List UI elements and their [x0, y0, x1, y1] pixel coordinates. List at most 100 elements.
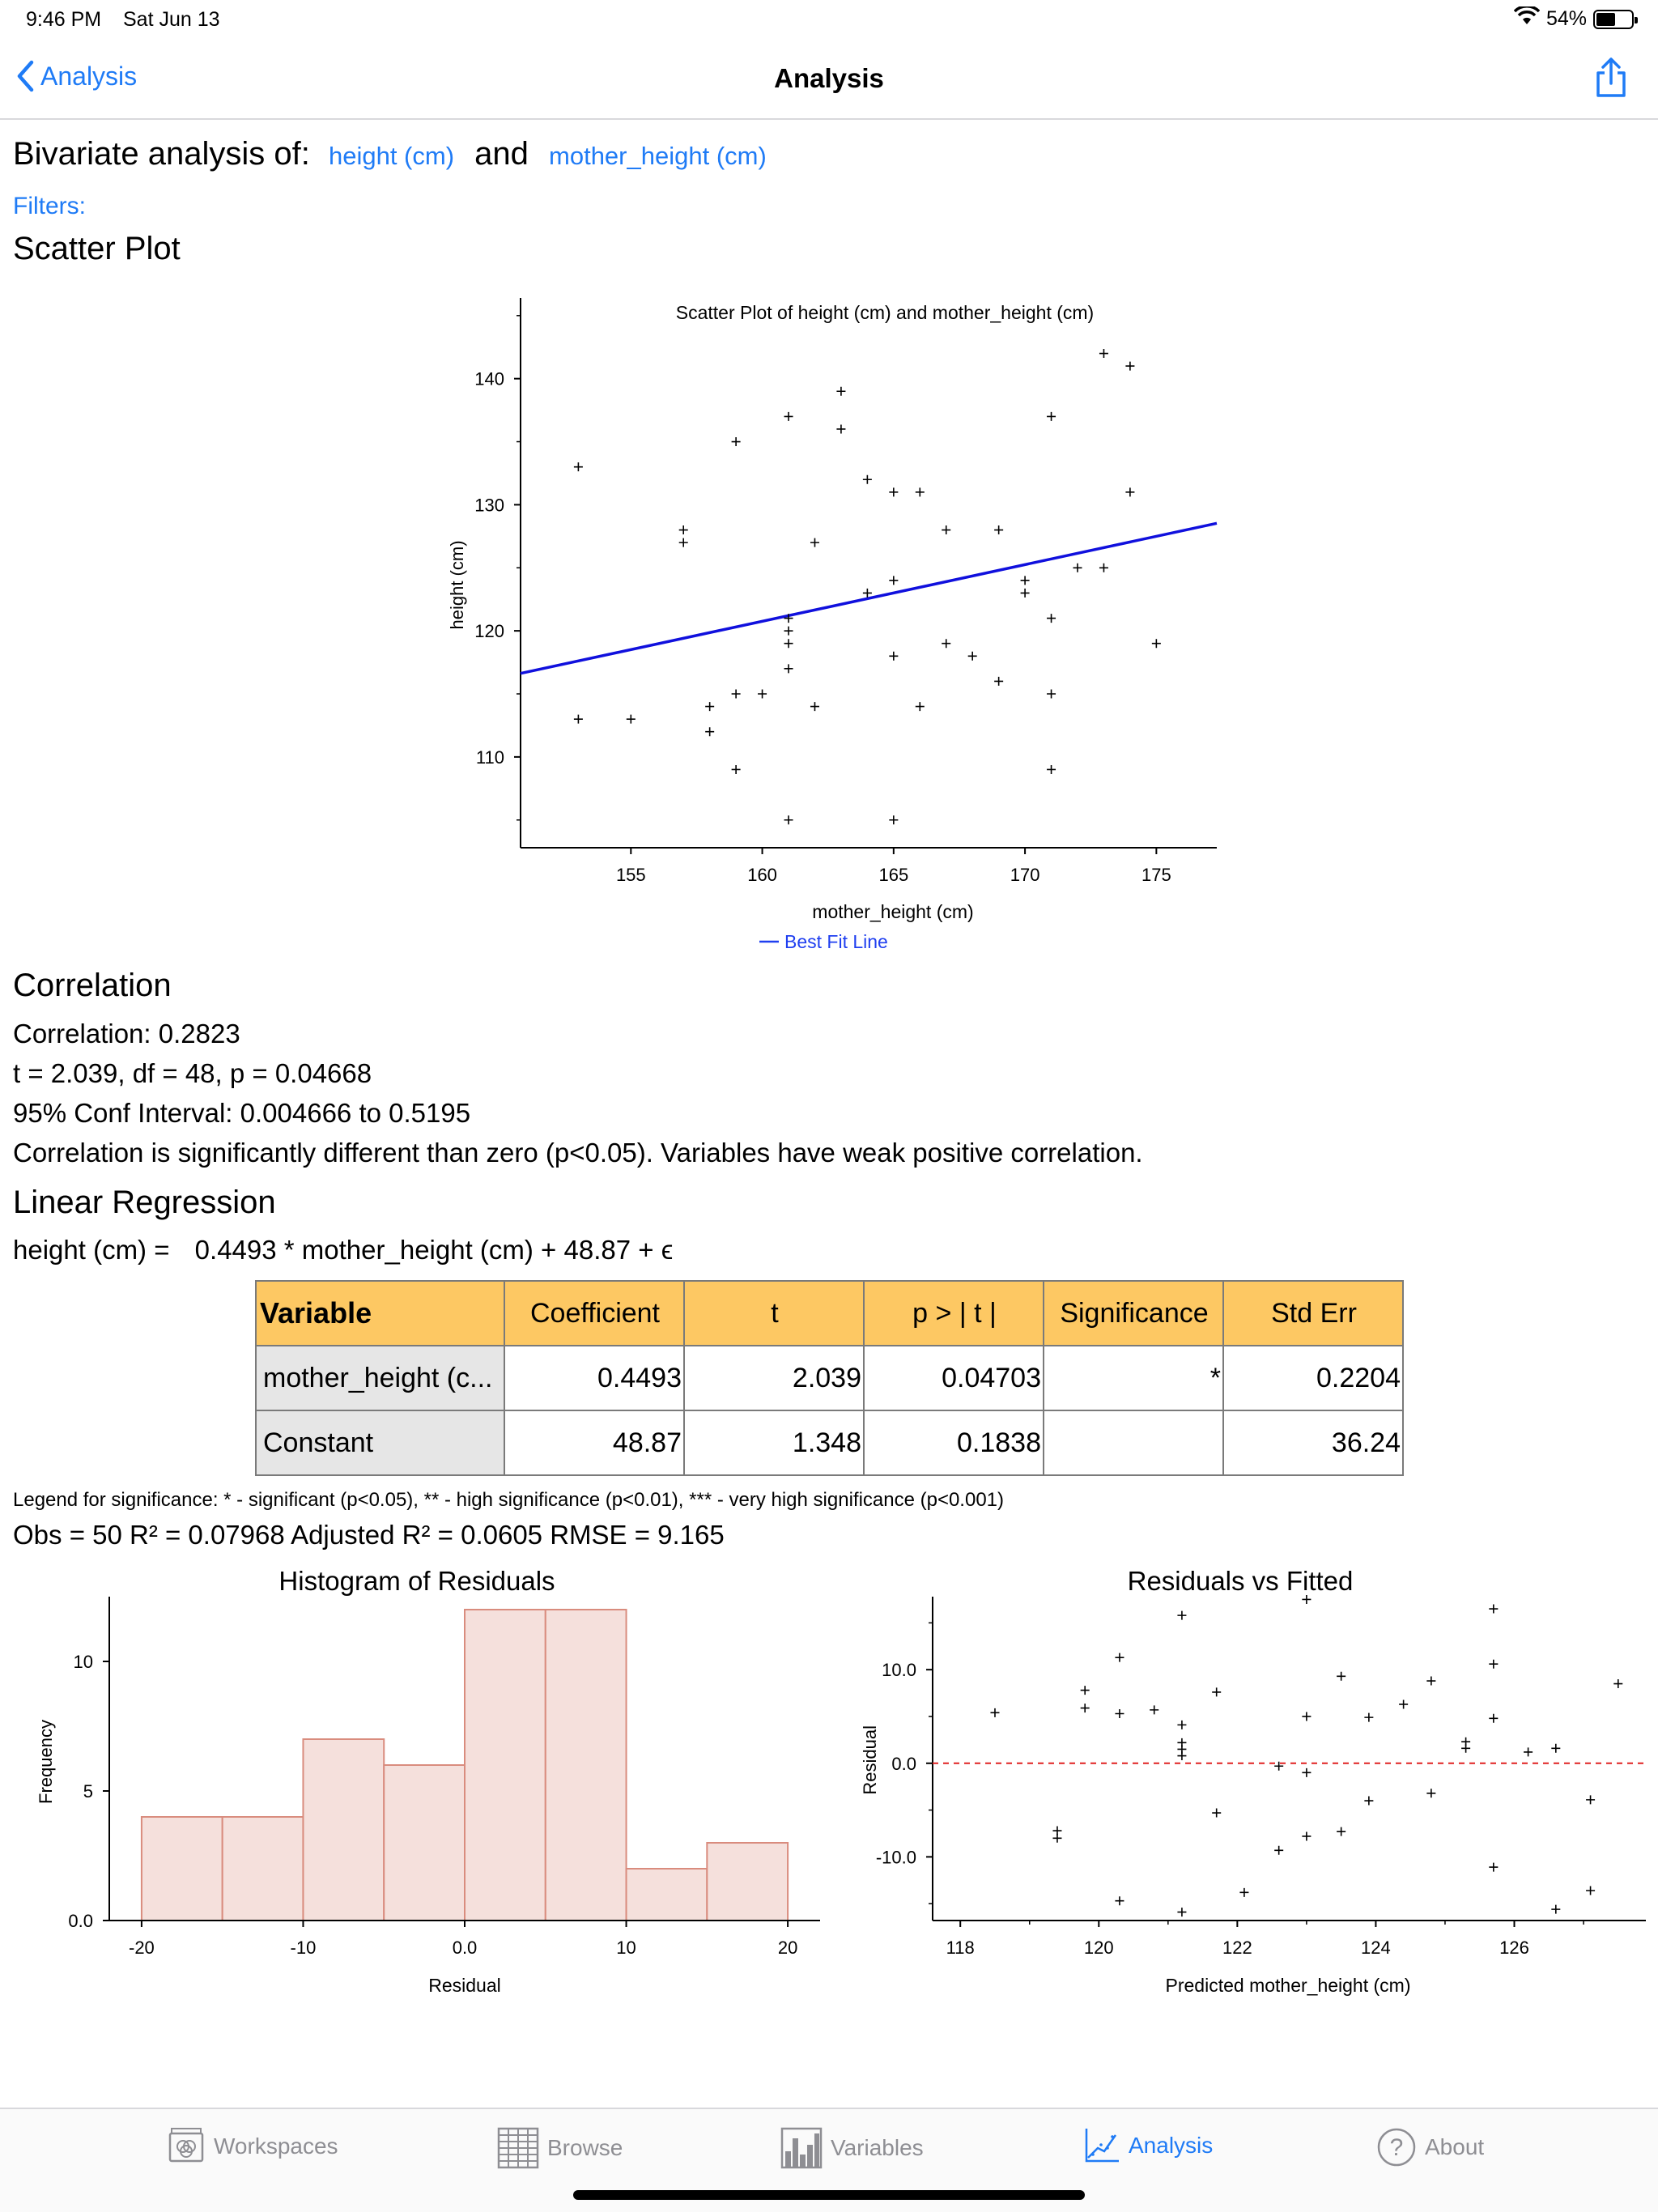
histogram-bar — [140, 1816, 223, 1921]
residual-point — [1115, 1896, 1124, 1906]
x-tick-label: 126 — [1499, 1938, 1529, 1958]
regression-title: Linear Regression — [13, 1185, 276, 1220]
status-time: 9:46 PM — [26, 8, 102, 31]
residual-point — [1302, 1712, 1312, 1721]
data-point — [1047, 764, 1056, 774]
column-header: t — [683, 1280, 865, 1346]
tab-label: Variables — [831, 2135, 924, 2160]
data-point — [1099, 563, 1108, 572]
data-point — [862, 474, 872, 484]
tab-label: Browse — [547, 2135, 623, 2160]
table-cell: 0.4493 — [504, 1345, 685, 1411]
residual-point — [1551, 1743, 1561, 1753]
filters-link[interactable]: Filters: — [13, 193, 86, 219]
tab-about[interactable]: ? About — [1376, 2127, 1484, 2167]
y-tick-label: 10 — [74, 1652, 93, 1672]
x-tick-label: 118 — [946, 1938, 975, 1958]
share-button[interactable] — [1593, 57, 1629, 103]
x-tick-label: 155 — [616, 865, 646, 885]
variable-1-link[interactable]: height (cm) — [328, 142, 455, 170]
x-tick-label: 20 — [778, 1938, 797, 1958]
tab-browse[interactable]: Browse — [497, 2127, 623, 2169]
y-tick-label: -10.0 — [876, 1847, 916, 1867]
data-point — [1125, 361, 1135, 371]
histogram-bar — [302, 1738, 385, 1921]
tab-label: Workspaces — [214, 2133, 338, 2159]
table-cell: mother_height (c... — [255, 1345, 505, 1411]
header-prefix: Bivariate analysis of: — [13, 136, 310, 172]
column-header: Std Err — [1222, 1280, 1404, 1346]
residual-point — [1239, 1887, 1249, 1897]
residual-point — [1177, 1610, 1187, 1620]
residual-point — [1461, 1743, 1471, 1753]
residual-point — [1337, 1827, 1346, 1836]
data-point — [942, 525, 951, 535]
data-point — [967, 651, 977, 661]
residual-point — [1080, 1686, 1090, 1695]
y-axis-label: Residual — [860, 1725, 880, 1795]
y-tick-label: 0.0 — [891, 1754, 916, 1774]
residual-point — [1302, 1767, 1312, 1777]
table-cell: 36.24 — [1222, 1410, 1404, 1476]
data-point — [836, 424, 846, 434]
data-point — [784, 411, 793, 421]
data-point — [994, 676, 1004, 686]
residual-point — [1177, 1908, 1187, 1917]
table-row: mother_height (c... 0.4493 2.039 0.04703… — [255, 1345, 1404, 1411]
analysis-icon — [1085, 2129, 1119, 2163]
x-tick-label: 165 — [878, 865, 908, 885]
data-point — [626, 714, 636, 724]
residual-point — [1613, 1679, 1623, 1689]
bar-chart-icon — [780, 2127, 823, 2169]
residual-point — [1489, 1659, 1499, 1669]
table-cell — [1043, 1410, 1224, 1476]
tab-label: Analysis — [1129, 2133, 1214, 2158]
data-point — [889, 815, 899, 825]
x-axis-label: Predicted mother_height (cm) — [1166, 1975, 1411, 1996]
x-tick-label: 122 — [1222, 1938, 1252, 1958]
y-tick-label: 5 — [83, 1781, 93, 1802]
data-point — [889, 487, 899, 497]
correlation-conclusion: Correlation is significantly different t… — [13, 1138, 1143, 1168]
x-tick-label: 0.0 — [453, 1938, 478, 1958]
battery-percent: 54% — [1545, 7, 1587, 30]
column-header: Coefficient — [504, 1280, 685, 1346]
legend-label: Best Fit Line — [784, 931, 888, 952]
best-fit-line — [520, 521, 1218, 675]
data-point — [994, 525, 1004, 535]
histogram-bar — [383, 1764, 466, 1921]
residual-point — [1115, 1709, 1124, 1719]
table-cell: 48.87 — [504, 1410, 685, 1476]
table-cell: 0.2204 — [1222, 1345, 1404, 1411]
table-header-row: Variable Coefficient t p > | t | Signifi… — [255, 1280, 1404, 1346]
status-date: Sat Jun 13 — [123, 8, 220, 31]
residual-point — [1489, 1604, 1499, 1614]
x-tick-label: 160 — [747, 865, 777, 885]
table-cell: Constant — [255, 1410, 505, 1476]
chart-title: Histogram of Residuals — [278, 1566, 555, 1596]
data-point — [678, 538, 688, 547]
data-point — [942, 639, 951, 649]
residual-point — [1489, 1862, 1499, 1872]
data-point — [1099, 349, 1108, 359]
back-button[interactable]: Analysis — [16, 60, 137, 92]
data-point — [705, 727, 715, 737]
variable-2-link[interactable]: mother_height (cm) — [549, 142, 767, 170]
data-point — [784, 664, 793, 674]
share-icon — [1596, 57, 1626, 97]
histogram-bar — [221, 1816, 304, 1921]
chevron-left-icon — [17, 60, 34, 92]
residual-point — [1115, 1653, 1124, 1662]
data-point — [784, 815, 793, 825]
x-tick-label: -10 — [291, 1938, 317, 1958]
tab-workspaces[interactable]: Workspaces — [167, 2127, 338, 2166]
x-tick-label: 170 — [1010, 865, 1040, 885]
tab-analysis[interactable]: Analysis — [1083, 2127, 1213, 2164]
battery-icon — [1593, 9, 1638, 29]
grid-icon — [497, 2127, 539, 2169]
data-point — [731, 437, 741, 447]
data-point — [758, 689, 767, 699]
tab-variables[interactable]: Variables — [780, 2127, 924, 2169]
x-tick-label: 120 — [1084, 1938, 1114, 1958]
data-point — [678, 525, 688, 535]
